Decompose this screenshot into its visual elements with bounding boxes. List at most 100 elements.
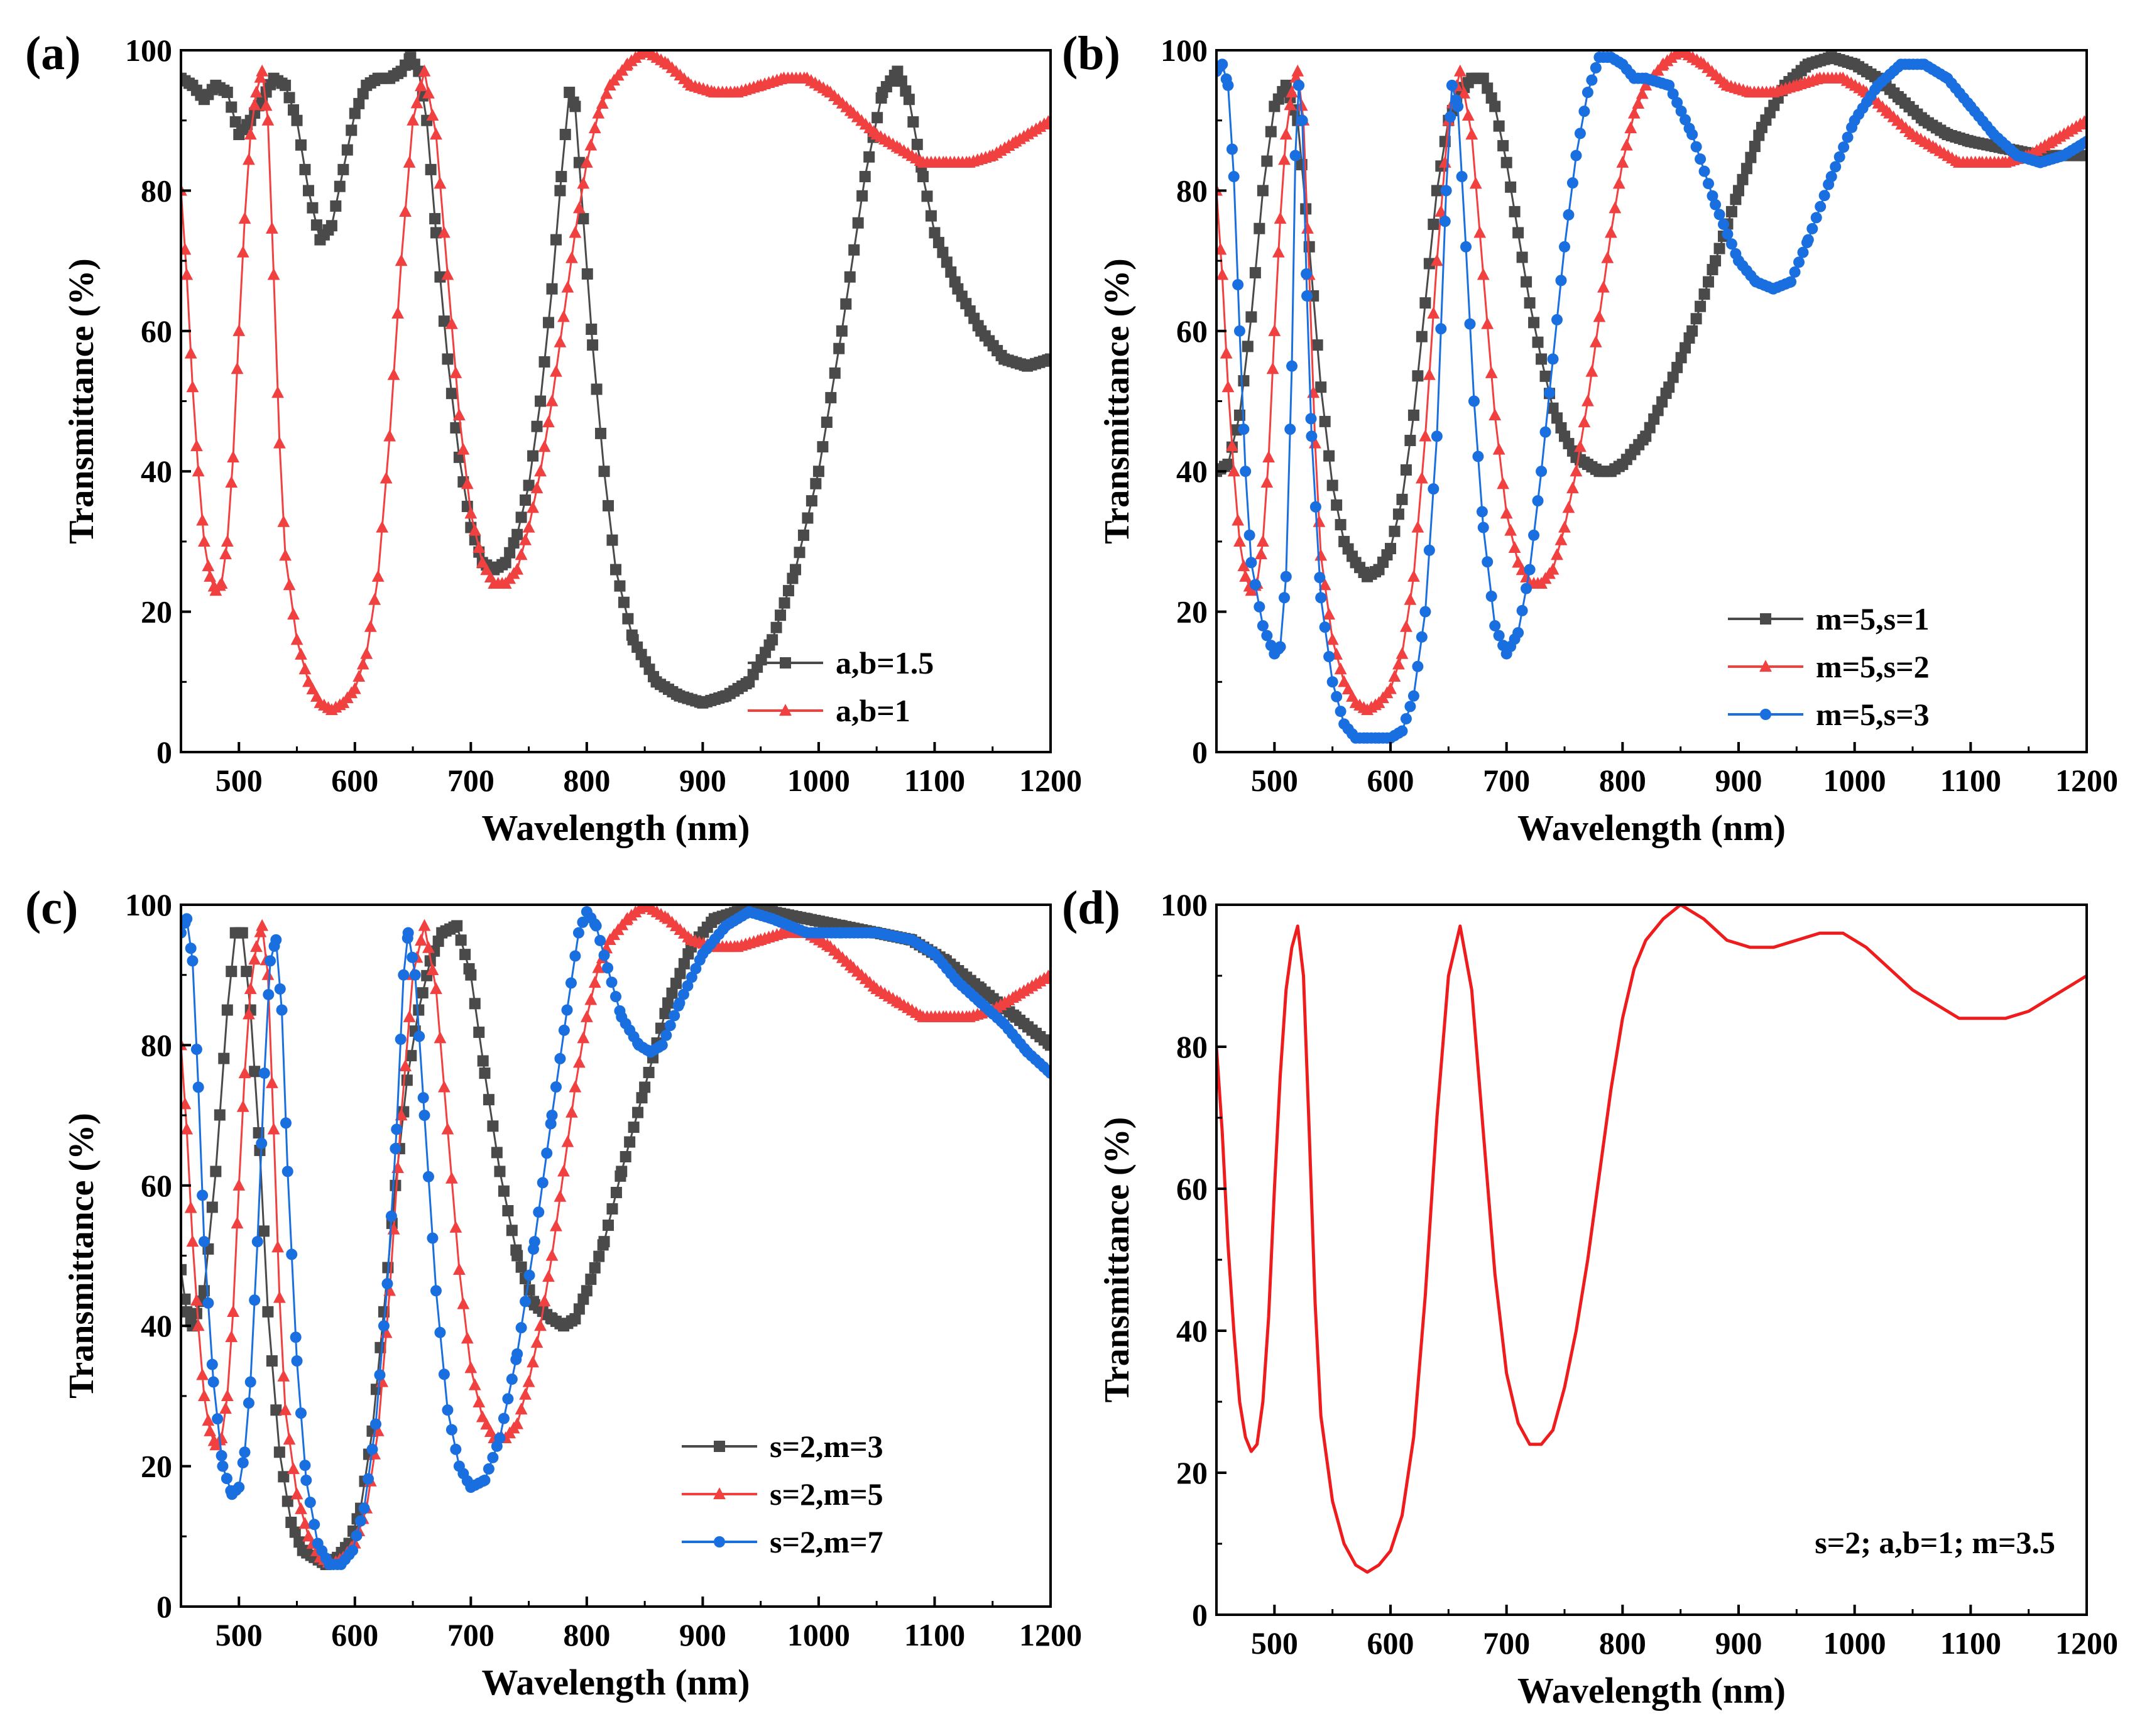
data-point-2-2-26 — [1286, 85, 1298, 98]
x-tick-label-3-2: 700 — [447, 1617, 494, 1652]
data-point-2-3-90 — [1524, 564, 1536, 576]
data-point-3-3-124 — [602, 962, 614, 974]
data-point-1-2-37 — [283, 578, 296, 591]
data-point-2-3-135 — [1698, 165, 1710, 177]
data-point-2-1-7 — [1238, 375, 1250, 387]
data-point-1-2-16 — [221, 535, 234, 547]
data-point-2-2-83 — [1497, 477, 1510, 489]
data-point-2-1-3 — [1222, 459, 1234, 471]
data-point-1-2-104 — [542, 415, 555, 428]
data-point-3-1-124 — [636, 1092, 648, 1104]
data-point-3-1-74 — [455, 934, 467, 946]
data-point-3-1-135 — [678, 958, 690, 969]
data-point-1-1-93 — [531, 420, 543, 432]
data-point-1-2-114 — [580, 155, 593, 168]
data-point-3-3-24 — [249, 1294, 261, 1306]
data-point-2-3-103 — [1574, 128, 1586, 139]
data-point-3-1-20 — [249, 1066, 261, 1078]
data-point-3-2-117 — [592, 961, 605, 973]
data-point-3-3-28 — [263, 988, 275, 1000]
data-point-1-1-91 — [523, 479, 535, 491]
data-point-1-1-65 — [425, 163, 437, 175]
axes-frame-4 — [1215, 903, 2088, 1616]
data-point-1-2-101 — [530, 481, 544, 494]
data-point-2-2-106 — [1585, 364, 1598, 377]
x-tick-label-1-3: 800 — [563, 763, 610, 798]
data-point-3-2-6 — [192, 1319, 205, 1331]
data-point-2-3-164 — [1802, 234, 1814, 246]
data-point-1-2-77 — [437, 226, 451, 238]
data-point-1-1-173 — [833, 342, 845, 354]
data-point-3-2-106 — [550, 1219, 562, 1231]
data-point-2-3-127 — [1667, 88, 1679, 100]
data-point-3-2-77 — [437, 1080, 451, 1093]
legend-marker-1-2 — [779, 704, 792, 716]
data-point-2-3-236 — [2081, 136, 2087, 148]
data-point-2-3-14 — [1254, 601, 1265, 613]
x-tick-label-2-5: 1000 — [1823, 763, 1886, 798]
data-point-2-3-59 — [1412, 660, 1424, 672]
data-point-1-2-111 — [569, 226, 582, 238]
data-point-1-1-176 — [844, 271, 856, 283]
data-point-2-2-101 — [1566, 481, 1579, 494]
series-line-4-1 — [1216, 905, 2087, 1574]
data-point-3-3-110 — [550, 1081, 562, 1093]
data-point-2-3-105 — [1582, 87, 1593, 99]
data-point-2-1-47 — [1392, 508, 1404, 520]
data-point-1-2-35 — [277, 515, 290, 527]
data-point-2-1-128 — [1707, 264, 1718, 276]
data-point-1-1-67 — [430, 227, 442, 239]
data-point-1-1-202 — [941, 256, 953, 268]
data-point-1-2-7 — [196, 513, 209, 526]
data-point-2-3-25 — [1289, 150, 1301, 161]
data-point-3-3-67 — [398, 969, 410, 981]
data-point-3-3-72 — [413, 1030, 425, 1042]
data-point-3-3-92 — [487, 1451, 499, 1463]
legend-label-3-1: s=2,m=3 — [770, 1429, 883, 1464]
data-point-3-2-97 — [515, 1402, 528, 1415]
data-point-1-2-20 — [232, 324, 246, 336]
data-point-2-2-73 — [1458, 86, 1471, 99]
data-point-3-3-42 — [304, 1497, 316, 1509]
data-point-2-3-89 — [1521, 582, 1532, 594]
data-point-2-3-2 — [1216, 58, 1228, 70]
data-point-3-1-83 — [487, 1120, 499, 1132]
data-point-3-2-112 — [572, 1056, 586, 1068]
data-point-2-2-5 — [1226, 439, 1238, 452]
data-point-1-2-76 — [434, 177, 447, 189]
data-point-2-2-41 — [1334, 662, 1347, 675]
y-tick-label-1-1: 20 — [141, 594, 172, 630]
data-point-2-3-139 — [1713, 209, 1725, 221]
data-point-3-3-90 — [479, 1474, 491, 1486]
data-point-2-1-52 — [1412, 370, 1424, 382]
data-point-3-1-107 — [573, 1303, 585, 1315]
data-point-2-1-124 — [1690, 313, 1702, 325]
data-point-3-1-131 — [662, 997, 674, 1009]
data-point-3-1-73 — [451, 920, 463, 932]
data-point-1-2-61 — [376, 520, 389, 533]
data-point-2-2-99 — [1558, 520, 1571, 533]
data-point-3-3-116 — [572, 927, 584, 939]
data-point-2-2-10 — [1239, 569, 1252, 582]
data-point-3-3-60 — [374, 1369, 386, 1381]
data-point-2-3-32 — [1309, 501, 1321, 513]
data-point-1-2-8 — [198, 535, 210, 547]
data-point-2-3-24 — [1286, 360, 1298, 372]
data-point-2-2-37 — [1318, 578, 1331, 591]
y-tick-label-3-1: 20 — [141, 1449, 172, 1484]
x-tick-label-1-0: 500 — [216, 763, 263, 798]
data-point-2-3-29 — [1301, 290, 1313, 302]
data-point-2-1-46 — [1389, 525, 1401, 537]
data-point-1-2-105 — [545, 394, 559, 407]
data-point-1-1-171 — [825, 391, 837, 403]
data-point-3-1-26 — [270, 1404, 282, 1416]
data-point-3-3-104 — [528, 1236, 540, 1248]
y-tick-label-1-4: 80 — [141, 173, 172, 208]
data-point-2-2-42 — [1338, 675, 1351, 687]
data-point-2-2-235 — [2080, 113, 2087, 126]
data-point-3-2-81 — [452, 1263, 466, 1275]
data-point-1-2-9 — [202, 559, 215, 572]
data-point-3-3-113 — [561, 1004, 573, 1016]
y-tick-label-3-5: 100 — [125, 887, 172, 922]
data-point-3-2-5 — [190, 1294, 203, 1306]
